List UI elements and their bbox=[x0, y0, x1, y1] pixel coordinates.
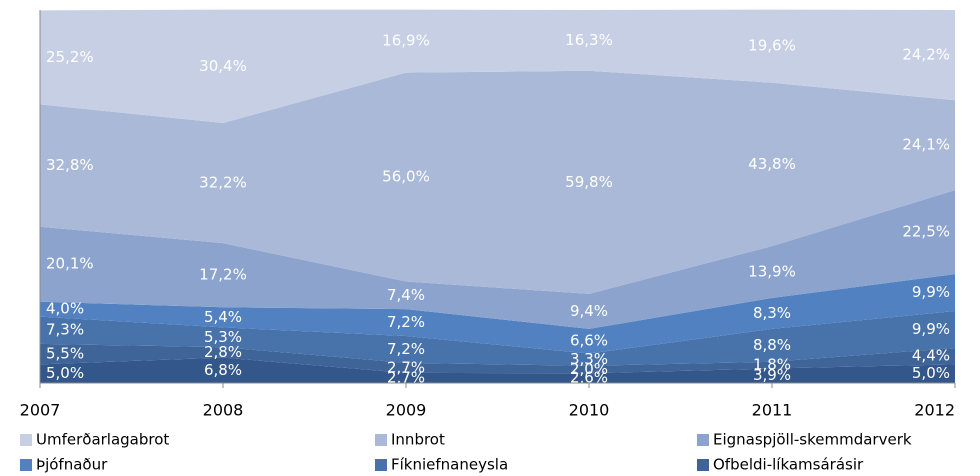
data-label: 9,9% bbox=[912, 320, 950, 338]
area bbox=[40, 311, 955, 366]
legend-swatch bbox=[375, 459, 387, 471]
data-label: 8,3% bbox=[753, 304, 791, 322]
data-label: 32,2% bbox=[199, 174, 247, 192]
x-tick-label: 2011 bbox=[752, 401, 793, 420]
area bbox=[40, 70, 955, 294]
area bbox=[40, 274, 955, 354]
data-label: 4,4% bbox=[912, 347, 950, 365]
data-label: 3,3% bbox=[570, 350, 608, 368]
data-label: 4,0% bbox=[46, 300, 84, 318]
legend-swatch bbox=[375, 434, 387, 446]
data-label: 56,0% bbox=[382, 168, 430, 186]
data-label: 24,1% bbox=[902, 136, 950, 154]
data-label: 17,2% bbox=[199, 266, 247, 284]
data-label: 22,5% bbox=[902, 223, 950, 241]
data-label: 5,3% bbox=[204, 328, 242, 346]
data-label: 43,8% bbox=[748, 155, 796, 173]
data-label: 3,9% bbox=[753, 366, 791, 384]
legend-swatch bbox=[697, 459, 709, 471]
data-label: 6,8% bbox=[204, 361, 242, 379]
data-label: 2,7% bbox=[387, 358, 425, 376]
legend-label: Eignaspjöll-skemmdarverk bbox=[713, 431, 912, 449]
data-label: 2,8% bbox=[204, 343, 242, 361]
legend-swatch bbox=[20, 434, 32, 446]
data-label: 2,7% bbox=[387, 368, 425, 386]
legend-label: Þjófnaður bbox=[36, 456, 108, 474]
data-label: 8,8% bbox=[753, 336, 791, 354]
data-label: 13,9% bbox=[748, 263, 796, 281]
data-label: 5,4% bbox=[204, 308, 242, 326]
legend-label: Fíkniefnaneysla bbox=[391, 456, 508, 474]
area bbox=[40, 190, 955, 329]
legend-swatch bbox=[697, 434, 709, 446]
x-tick-label: 2010 bbox=[569, 401, 610, 420]
area bbox=[40, 343, 955, 374]
data-label: 2,6% bbox=[570, 369, 608, 387]
data-label: 1,8% bbox=[753, 356, 791, 374]
data-label: 19,6% bbox=[748, 37, 796, 55]
x-tick-label: 2007 bbox=[20, 401, 61, 420]
data-label: 7,2% bbox=[387, 340, 425, 358]
data-label: 5,5% bbox=[46, 345, 84, 363]
legend-swatch bbox=[20, 459, 32, 471]
data-label: 5,0% bbox=[46, 364, 84, 382]
data-label: 16,3% bbox=[565, 31, 613, 49]
data-label: 2,0% bbox=[570, 360, 608, 378]
legend-label: Innbrot bbox=[391, 431, 445, 449]
data-label: 24,2% bbox=[902, 46, 950, 64]
data-label: 9,9% bbox=[912, 283, 950, 301]
data-label: 9,4% bbox=[570, 302, 608, 320]
legend-label: Ofbeldi-líkamsárásir bbox=[713, 456, 864, 474]
data-label: 7,2% bbox=[387, 313, 425, 331]
data-label: 25,2% bbox=[46, 48, 94, 66]
data-label: 20,1% bbox=[46, 255, 94, 273]
data-label: 5,0% bbox=[912, 364, 950, 382]
data-label: 16,9% bbox=[382, 32, 430, 50]
x-tick-label: 2008 bbox=[203, 401, 244, 420]
x-tick-label: 2009 bbox=[386, 401, 427, 420]
area bbox=[40, 9, 955, 124]
area bbox=[40, 357, 955, 383]
x-tick-label: 2012 bbox=[914, 401, 955, 420]
data-label: 30,4% bbox=[199, 57, 247, 75]
legend-label: Umferðarlagabrot bbox=[36, 431, 169, 449]
data-label: 6,6% bbox=[570, 332, 608, 350]
data-label: 7,4% bbox=[387, 286, 425, 304]
data-label: 7,3% bbox=[46, 321, 84, 339]
data-label: 32,8% bbox=[46, 156, 94, 174]
data-label: 59,8% bbox=[565, 173, 613, 191]
